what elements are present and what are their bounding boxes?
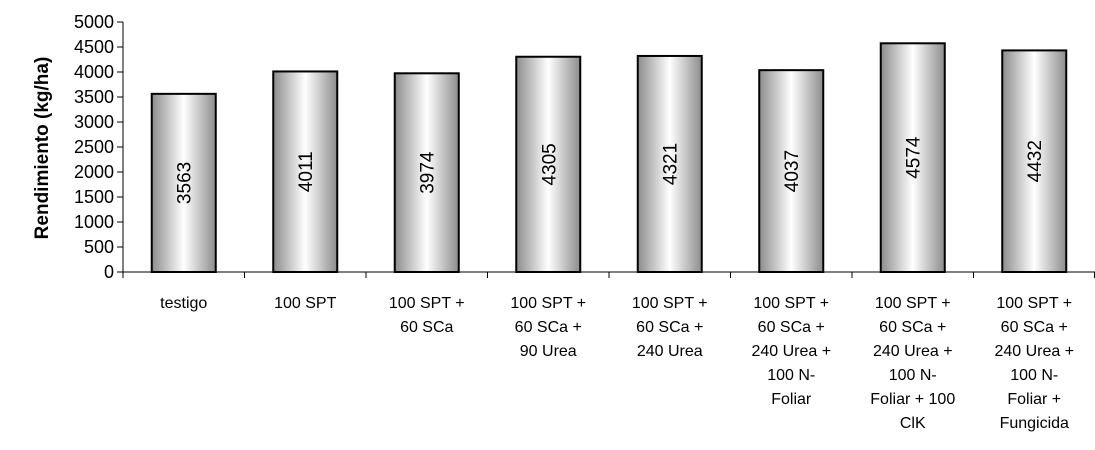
bar [272,70,339,273]
x-category-label: 60 SCa + [879,319,946,336]
y-tick-label: 4000 [74,62,114,82]
bar-value-labels: 3563 4011 3974 4305 4321 4037 4574 4432 [175,136,1047,204]
y-tick-label: 3500 [74,87,114,107]
x-category-label: 60 SCa [400,319,453,336]
y-tick-label: 3000 [74,112,114,132]
bar [758,69,825,274]
x-category-label: 100 SPT [274,295,336,312]
bar [636,54,703,274]
bar-value-label: 4432 [1025,140,1046,182]
x-category-label: testigo [160,295,207,312]
x-category-label: Foliar + 100 [870,391,955,408]
bars [150,42,1068,274]
bar [1001,49,1068,274]
y-axis-title: Rendimiento (kg/ha) [32,57,53,240]
x-category-label: 100 SPT + [632,295,708,312]
x-axis [122,271,1095,278]
bar-value-label: 3974 [418,151,439,194]
x-category-label: 60 SCa + [515,319,582,336]
bar [515,55,582,273]
bar-value-label: 4305 [539,143,560,185]
x-category-label: Foliar [771,391,812,408]
bar-value-label: 4321 [661,143,682,185]
y-tick-label: 1500 [74,187,114,207]
x-category-label: 90 Urea [520,343,577,360]
y-axis: 0 500 1000 1500 2000 2500 3000 3500 4000 4500 5000 [74,12,124,282]
x-category-label: ClK [900,415,926,432]
x-category-label: 100 N- [1010,367,1058,384]
x-category-label: 100 N- [889,367,937,384]
x-category-label: Fungicida [1000,415,1069,432]
x-category-label: Foliar + [1007,391,1061,408]
bar [879,42,946,273]
x-category-label: 100 SPT + [510,295,586,312]
bar-value-label: 4037 [782,150,803,192]
y-tick-label: 4500 [74,37,114,57]
bar [150,92,217,273]
bar-value-label: 4011 [296,151,317,192]
bar [393,72,460,273]
x-category-label: 60 SCa + [636,319,703,336]
x-category-label: 240 Urea + [751,343,831,360]
x-category-label: 60 SCa + [758,319,825,336]
bar-value-label: 4574 [904,136,925,179]
x-category-label: 240 Urea + [994,343,1074,360]
y-tick-label: 0 [104,262,114,282]
y-tick-label: 2000 [74,162,114,182]
y-tick-label: 5000 [74,12,114,32]
x-category-label: 60 SCa + [1001,319,1068,336]
category-labels: testigo 100 SPT 100 SPT + 60 SCa 100 SPT + 60… [160,295,1074,432]
x-category-label: 100 SPT + [753,295,829,312]
x-category-label: 240 Urea [637,343,703,360]
x-category-label: 100 N- [767,367,815,384]
x-category-label: 100 SPT + [875,295,951,312]
y-tick-label: 1000 [74,212,114,232]
x-category-label: 240 Urea + [873,343,953,360]
x-category-label: 100 SPT + [996,295,1072,312]
y-tick-label: 500 [84,237,114,257]
bar-value-label: 3563 [175,162,196,204]
y-tick-label: 2500 [74,137,114,157]
x-category-label: 100 SPT + [389,295,465,312]
